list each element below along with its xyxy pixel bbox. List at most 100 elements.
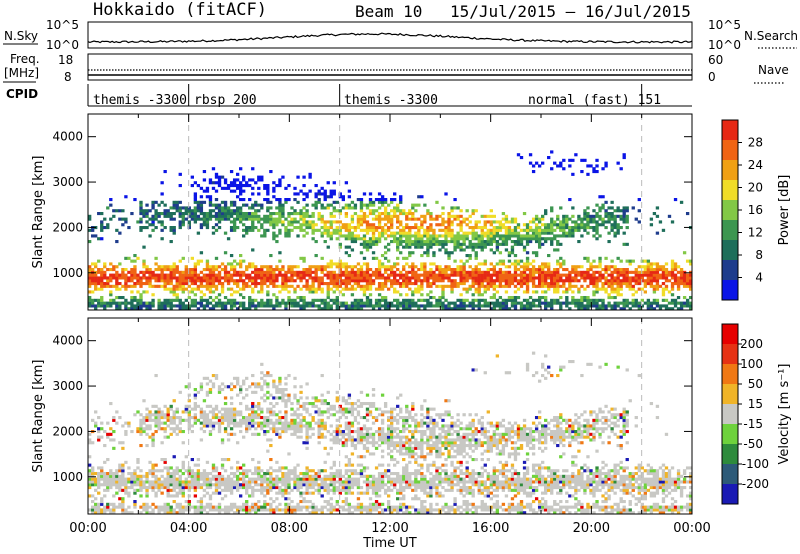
power-cell (634, 276, 638, 280)
power-cell (453, 198, 457, 202)
power-cell (393, 298, 397, 302)
power-cell (625, 298, 629, 302)
power-cell (254, 217, 258, 221)
power-cell (492, 268, 496, 272)
velocity-cell (178, 430, 182, 434)
velocity-cell (172, 474, 176, 478)
velocity-cell (208, 472, 213, 476)
power-cell (507, 298, 512, 302)
velocity-cell (154, 416, 158, 420)
power-cell (223, 206, 228, 210)
power-cell (522, 262, 527, 266)
velocity-cell (248, 486, 252, 490)
power-cell (592, 293, 596, 297)
power-cell (604, 290, 608, 294)
power-cell (175, 270, 179, 274)
velocity-cell (154, 494, 158, 498)
power-cell (190, 279, 194, 283)
power-cell (574, 276, 578, 280)
power-cell (91, 262, 95, 266)
power-cell (145, 226, 149, 230)
power-cell (435, 223, 439, 227)
velocity-cell (211, 413, 216, 417)
power-cell (577, 298, 581, 302)
power-cell (453, 301, 457, 305)
power-cell (133, 268, 137, 272)
velocity-cell (235, 488, 240, 492)
power-cell (229, 184, 234, 188)
velocity-cell (220, 497, 225, 501)
power-cell (311, 282, 315, 286)
velocity-cell (148, 435, 152, 439)
velocity-cell (181, 472, 185, 476)
velocity-cell (160, 410, 164, 414)
power-cell (287, 231, 291, 235)
velocity-cell (248, 421, 252, 425)
power-cell (441, 301, 445, 305)
power-cell (426, 301, 430, 305)
power-cell (202, 307, 207, 311)
power-cell (580, 217, 584, 221)
velocity-cell (269, 488, 273, 492)
power-cell (287, 268, 291, 272)
power-cell (371, 273, 376, 277)
power-cell (459, 268, 463, 272)
power-cell (580, 296, 584, 300)
power-cell (371, 240, 376, 244)
power-cell (489, 228, 493, 232)
velocity-cell (269, 505, 273, 509)
velocity-cell (196, 505, 201, 509)
velocity-cell (229, 480, 234, 484)
power-cell (305, 226, 309, 230)
power-cell (498, 220, 503, 224)
power-cell (272, 282, 276, 286)
power-cell (559, 284, 563, 288)
power-cell (356, 298, 361, 302)
power-cell (347, 304, 352, 308)
velocity-cell (115, 421, 119, 425)
velocity-cell (103, 477, 107, 481)
velocity-cell (239, 390, 243, 394)
power-cell (507, 282, 512, 286)
power-cell (88, 301, 92, 305)
power-cell (501, 242, 506, 246)
power-cell (302, 212, 306, 216)
power-cell (260, 175, 264, 179)
power-cell (489, 220, 493, 224)
velocity-cell (254, 385, 258, 389)
velocity-cell (178, 480, 182, 484)
power-cell (586, 217, 590, 221)
power-cell (145, 265, 149, 269)
power-cell (679, 276, 684, 280)
power-cell (595, 279, 599, 283)
power-cell (299, 228, 303, 232)
power-cell (492, 293, 496, 297)
power-cell (97, 279, 101, 283)
power-cell (510, 231, 515, 235)
power-cell (414, 282, 418, 286)
power-cell (199, 284, 204, 288)
power-cell (417, 307, 421, 311)
velocity-cell (169, 480, 173, 484)
velocity-cell (199, 438, 204, 442)
power-cell (519, 156, 524, 160)
colorbar-tick-label: 12 (748, 226, 763, 240)
power-cell (142, 304, 146, 308)
velocity-cell (190, 480, 194, 484)
velocity-cell (187, 385, 191, 389)
power-cell (311, 226, 315, 230)
power-cell (426, 254, 430, 258)
power-cell (190, 212, 194, 216)
power-cell (571, 206, 575, 210)
power-cell (145, 282, 149, 286)
power-cell (109, 273, 113, 277)
power-cell (190, 298, 194, 302)
power-cell (380, 265, 385, 269)
power-cell (214, 304, 219, 308)
velocity-cell (232, 421, 237, 425)
velocity-cell (248, 508, 252, 512)
power-cell (326, 265, 330, 269)
velocity-cell (151, 480, 155, 484)
power-cell (383, 245, 388, 249)
power-cell (616, 256, 620, 260)
